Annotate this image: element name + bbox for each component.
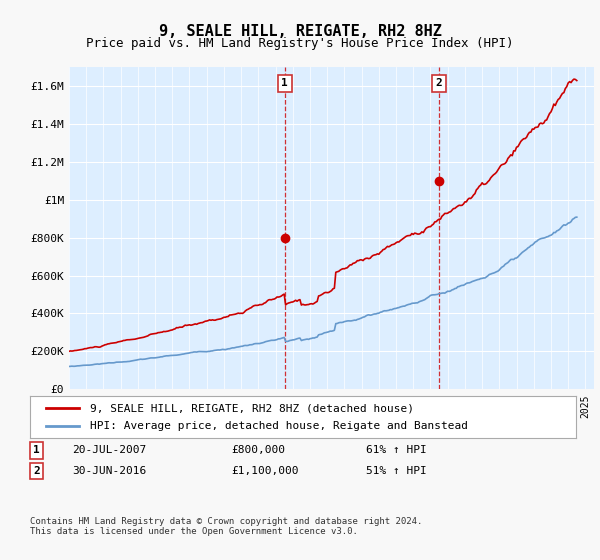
Text: 2: 2 xyxy=(436,78,442,88)
Text: 30-JUN-2016: 30-JUN-2016 xyxy=(72,466,146,476)
Text: £1,100,000: £1,100,000 xyxy=(231,466,299,476)
Text: 51% ↑ HPI: 51% ↑ HPI xyxy=(366,466,427,476)
Text: 20-JUL-2007: 20-JUL-2007 xyxy=(72,445,146,455)
Text: 2: 2 xyxy=(33,466,40,476)
Text: Price paid vs. HM Land Registry's House Price Index (HPI): Price paid vs. HM Land Registry's House … xyxy=(86,37,514,50)
Text: Contains HM Land Registry data © Crown copyright and database right 2024.
This d: Contains HM Land Registry data © Crown c… xyxy=(30,517,422,536)
Text: 9, SEALE HILL, REIGATE, RH2 8HZ (detached house): 9, SEALE HILL, REIGATE, RH2 8HZ (detache… xyxy=(90,403,414,413)
Text: HPI: Average price, detached house, Reigate and Banstead: HPI: Average price, detached house, Reig… xyxy=(90,421,468,431)
Text: 1: 1 xyxy=(33,445,40,455)
Text: £800,000: £800,000 xyxy=(231,445,285,455)
Text: 9, SEALE HILL, REIGATE, RH2 8HZ: 9, SEALE HILL, REIGATE, RH2 8HZ xyxy=(158,24,442,39)
Text: 1: 1 xyxy=(281,78,288,88)
Text: 61% ↑ HPI: 61% ↑ HPI xyxy=(366,445,427,455)
